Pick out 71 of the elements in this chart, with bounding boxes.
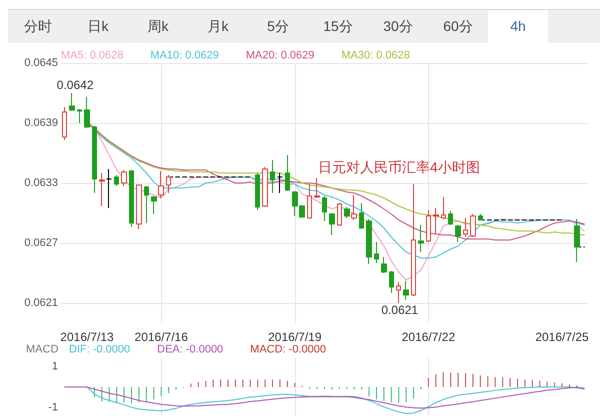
candlestick — [455, 224, 461, 242]
y-tick-label: 0.0639 — [24, 117, 58, 129]
text: DEA: -0.0000 — [157, 344, 224, 356]
candlestick — [403, 280, 409, 300]
candlestick — [463, 218, 468, 238]
text: MA5: 0.0628 — [61, 50, 124, 62]
x-tick-label: 2016/7/16 — [134, 330, 188, 344]
candlestick — [151, 196, 157, 214]
candlestick — [329, 212, 335, 236]
candlestick — [99, 172, 105, 206]
y-tick-label: 0.0627 — [24, 237, 58, 249]
annotation: 0.0621 — [381, 303, 418, 317]
candlestick — [344, 206, 350, 218]
candlestick — [470, 214, 476, 238]
candlestick — [270, 160, 275, 194]
candlestick — [166, 174, 171, 194]
candlestick — [106, 168, 112, 208]
text: DIF: -0.0000 — [69, 344, 130, 356]
candlestick — [448, 210, 453, 226]
candlestick — [478, 214, 483, 220]
candlestick — [277, 172, 283, 194]
selected-tab: 4h — [488, 10, 548, 43]
x-tick-label: 2016/7/25 — [535, 330, 590, 344]
candlestick — [418, 224, 424, 252]
text: MACD: -0.0000 — [250, 344, 326, 356]
tab-bar: 分时 日k 周k 月k 5分 15分 30分 60分 4h — [8, 9, 600, 43]
y-tick-label: 0.0645 — [24, 57, 58, 69]
candlestick — [411, 184, 416, 296]
text: MA20: 0.0629 — [246, 50, 314, 62]
candlestick — [574, 218, 580, 262]
x-tick-label: 2016/7/13 — [60, 330, 114, 344]
candlestick — [366, 218, 372, 264]
candlestick — [359, 202, 364, 230]
y-tick-label: -1 — [48, 402, 58, 414]
y-tick-label: 0.0633 — [24, 177, 58, 189]
candlestick — [337, 202, 342, 226]
candlestick — [441, 196, 446, 220]
text: MA30: 0.0628 — [341, 50, 410, 62]
candlestick — [426, 210, 431, 242]
candlestick — [62, 106, 67, 140]
candlestick — [262, 166, 268, 208]
line-series — [64, 386, 585, 409]
candlestick — [114, 174, 119, 186]
candlestick — [433, 208, 439, 234]
candlestick — [77, 108, 82, 124]
x-tick-label: 2016/7/19 — [268, 330, 322, 344]
candlestick — [307, 184, 312, 218]
candlestick — [255, 172, 260, 210]
y-tick-label: 1 — [52, 360, 58, 372]
candlestick — [322, 196, 327, 222]
chart-title: MACD — [26, 344, 58, 356]
candlestick — [158, 170, 164, 198]
candlestick — [144, 186, 149, 224]
candlestick — [314, 178, 320, 198]
y-tick-label: 0.0621 — [24, 297, 58, 309]
text: 日元对人民币汇率4小时图 — [318, 159, 480, 175]
candlestick — [84, 96, 90, 128]
candlestick — [285, 154, 290, 192]
candlestick — [389, 270, 394, 294]
x-tick-label: 2016/7/22 — [402, 330, 456, 344]
candlestick — [396, 282, 401, 304]
candlestick — [374, 242, 379, 264]
candlestick — [381, 256, 387, 274]
candlestick — [129, 170, 134, 228]
candlestick — [92, 126, 97, 194]
text: MA10: 0.0629 — [150, 50, 219, 62]
candlestick — [69, 92, 75, 112]
annotation: 0.0642 — [56, 78, 94, 92]
candlestick — [136, 184, 142, 230]
candlestick — [351, 194, 357, 220]
candlestick — [121, 170, 127, 186]
